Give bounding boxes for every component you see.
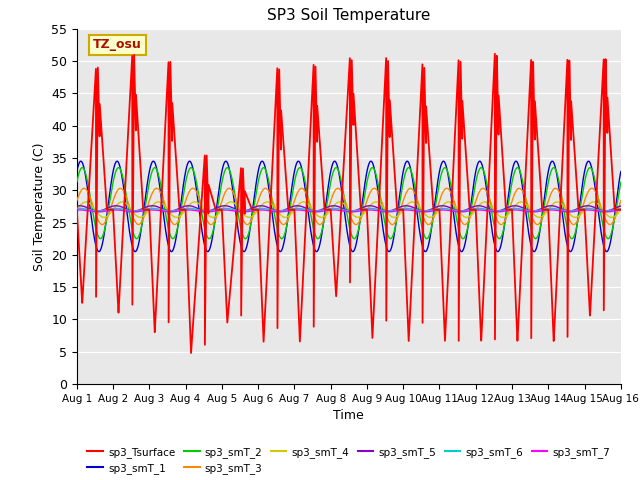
Y-axis label: Soil Temperature (C): Soil Temperature (C): [33, 142, 45, 271]
Legend: sp3_Tsurface, sp3_smT_1, sp3_smT_2, sp3_smT_3, sp3_smT_4, sp3_smT_5, sp3_smT_6, : sp3_Tsurface, sp3_smT_1, sp3_smT_2, sp3_…: [83, 443, 614, 478]
Text: TZ_osu: TZ_osu: [93, 38, 142, 51]
X-axis label: Time: Time: [333, 409, 364, 422]
Title: SP3 Soil Temperature: SP3 Soil Temperature: [267, 9, 431, 24]
